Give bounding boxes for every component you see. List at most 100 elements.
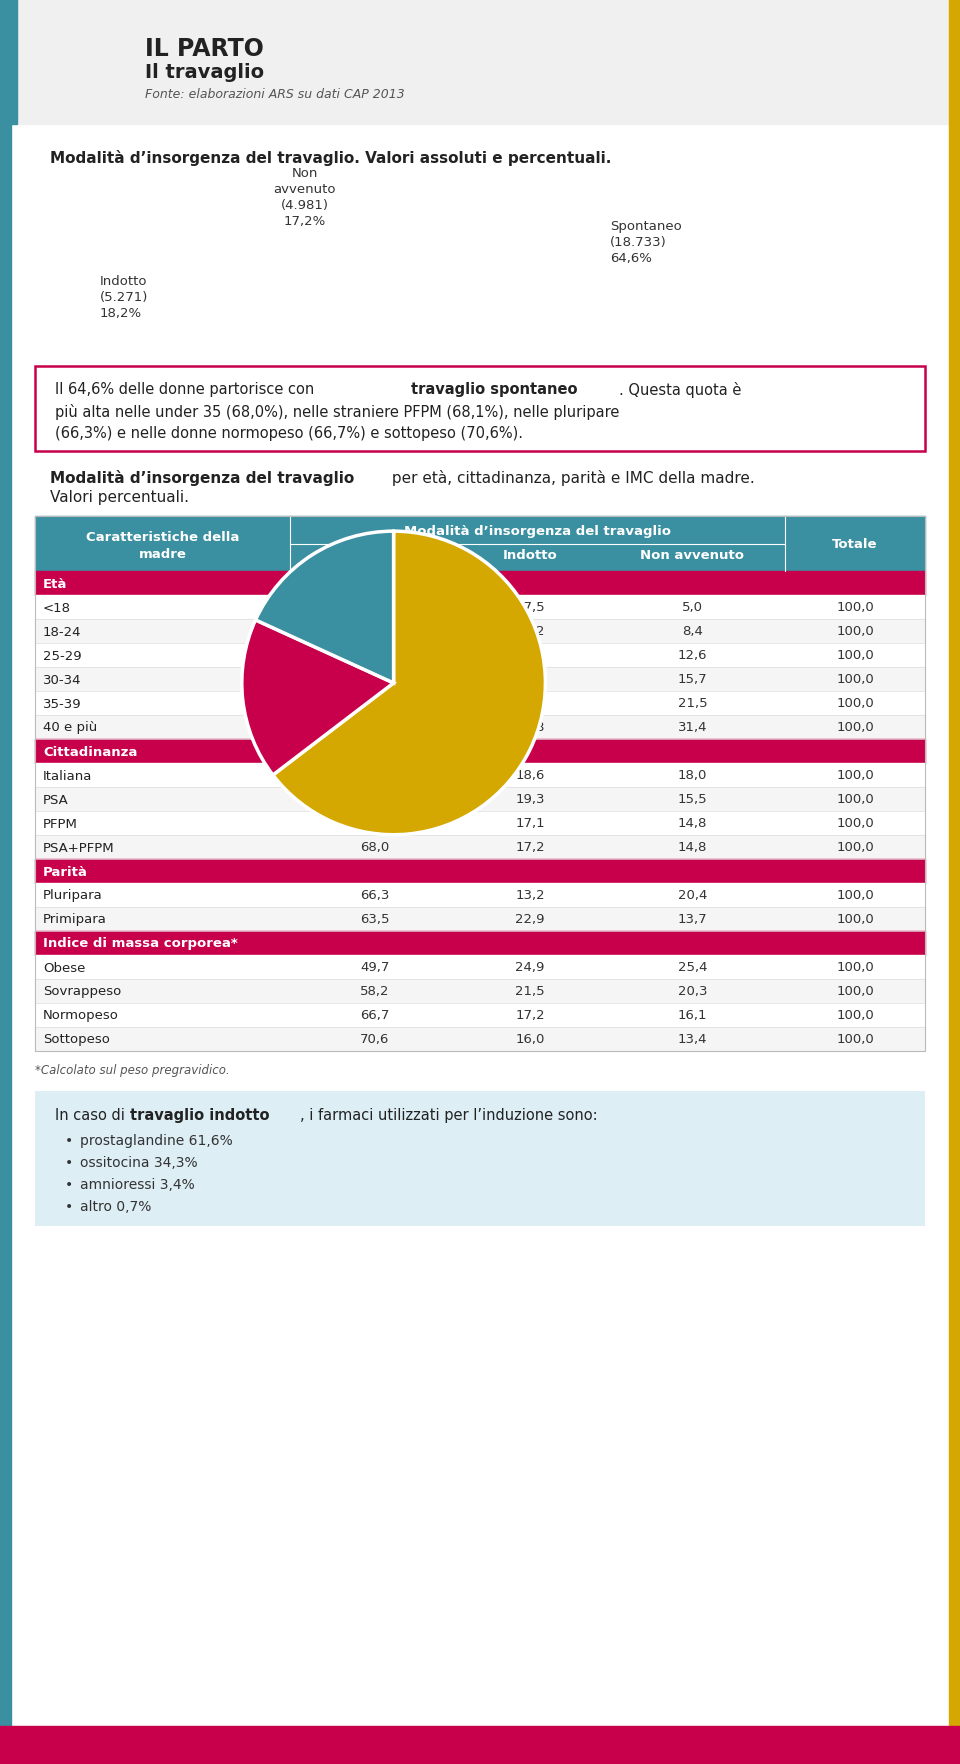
Text: 35-39: 35-39 <box>43 697 82 711</box>
Bar <box>0 0 11 1764</box>
Text: 16,0: 16,0 <box>516 1034 544 1046</box>
Text: 100,0: 100,0 <box>836 649 874 662</box>
Bar <box>35 931 925 956</box>
Text: 13,4: 13,4 <box>678 1034 708 1046</box>
Text: 15,5: 15,5 <box>678 794 708 806</box>
Text: più alta nelle under 35 (68,0%), nelle straniere PFPM (68,1%), nelle pluripare: più alta nelle under 35 (68,0%), nelle s… <box>55 404 619 420</box>
Text: Caratteristiche della
madre: Caratteristiche della madre <box>85 531 239 561</box>
Bar <box>35 691 925 716</box>
Text: Italiana: Italiana <box>43 769 92 781</box>
Bar <box>35 811 925 836</box>
FancyBboxPatch shape <box>35 367 925 452</box>
Text: (4.981): (4.981) <box>281 199 329 212</box>
Text: IL PARTO: IL PARTO <box>145 37 264 62</box>
Text: Età: Età <box>43 577 67 591</box>
Text: . Questa quota è: . Questa quota è <box>619 381 741 397</box>
Bar <box>35 907 925 931</box>
Text: 100,0: 100,0 <box>836 602 874 614</box>
Text: travaglio indotto: travaglio indotto <box>130 1108 270 1122</box>
Text: amnioressi 3,4%: amnioressi 3,4% <box>80 1177 195 1191</box>
Bar <box>35 644 925 667</box>
Text: Spontaneo: Spontaneo <box>610 220 682 233</box>
Text: 20,3: 20,3 <box>678 984 708 998</box>
Text: •: • <box>65 1200 73 1214</box>
Bar <box>35 836 925 859</box>
Text: Il 64,6% delle donne partorisce con travaglio spontaneo. Questa quota è: Il 64,6% delle donne partorisce con trav… <box>55 381 588 397</box>
Text: 13,7: 13,7 <box>678 914 708 926</box>
Text: 14,8: 14,8 <box>678 817 708 831</box>
Bar <box>35 979 925 1004</box>
Bar <box>35 1027 925 1051</box>
Text: *Calcolato sul peso pregravidico.: *Calcolato sul peso pregravidico. <box>35 1064 229 1076</box>
Text: 51,8: 51,8 <box>360 721 390 734</box>
Text: 17,2: 17,2 <box>516 1009 545 1021</box>
Text: 49,7: 49,7 <box>360 961 390 974</box>
Text: 17,5: 17,5 <box>516 602 545 614</box>
Text: 100,0: 100,0 <box>836 889 874 901</box>
Text: 65,9: 65,9 <box>360 674 390 686</box>
Text: altro 0,7%: altro 0,7% <box>80 1200 152 1214</box>
Text: 100,0: 100,0 <box>836 794 874 806</box>
Bar <box>35 859 925 884</box>
Text: 66,3: 66,3 <box>360 889 390 901</box>
Text: 18,0: 18,0 <box>678 769 708 781</box>
Text: 60,7: 60,7 <box>360 697 390 711</box>
Text: travaglio spontaneo: travaglio spontaneo <box>411 381 578 397</box>
Text: 100,0: 100,0 <box>836 624 874 639</box>
Text: 18,4: 18,4 <box>516 674 544 686</box>
Text: 16,8: 16,8 <box>516 721 544 734</box>
Text: 21,5: 21,5 <box>678 697 708 711</box>
Text: 20,4: 20,4 <box>678 889 708 901</box>
Text: (5.271): (5.271) <box>100 291 149 303</box>
Text: (66,3%) e nelle donne normopeso (66,7%) e sottopeso (70,6%).: (66,3%) e nelle donne normopeso (66,7%) … <box>55 425 523 441</box>
Text: 18,2: 18,2 <box>516 624 544 639</box>
Bar <box>35 667 925 691</box>
Text: 30-34: 30-34 <box>43 674 82 686</box>
Wedge shape <box>273 533 545 834</box>
Text: 18,2%: 18,2% <box>100 307 142 319</box>
Text: 5,0: 5,0 <box>682 602 703 614</box>
Text: 100,0: 100,0 <box>836 674 874 686</box>
Text: •: • <box>65 1155 73 1170</box>
Text: Modalità d’insorgenza del travaglio: Modalità d’insorgenza del travaglio <box>404 524 671 538</box>
Text: 8,4: 8,4 <box>682 624 703 639</box>
Text: 100,0: 100,0 <box>836 984 874 998</box>
Text: Indotto: Indotto <box>503 549 558 561</box>
Text: 22,9: 22,9 <box>516 914 544 926</box>
Text: Cittadinanza: Cittadinanza <box>43 744 137 759</box>
Bar <box>0 1725 960 1764</box>
Text: Spontaneo: Spontaneo <box>335 549 416 561</box>
Text: 66,7: 66,7 <box>360 1009 390 1021</box>
Text: Il travaglio: Il travaglio <box>145 64 264 81</box>
Text: In caso di: In caso di <box>55 1108 130 1122</box>
Bar <box>35 739 925 764</box>
Text: avvenuto: avvenuto <box>274 183 336 196</box>
Text: 24,9: 24,9 <box>516 961 544 974</box>
Bar <box>35 956 925 979</box>
Text: Non avvenuto: Non avvenuto <box>640 549 745 561</box>
Text: 100,0: 100,0 <box>836 1034 874 1046</box>
Text: Parità: Parità <box>43 864 88 878</box>
Text: 100,0: 100,0 <box>836 961 874 974</box>
Text: ossitocina 34,3%: ossitocina 34,3% <box>80 1155 198 1170</box>
Text: 31,4: 31,4 <box>678 721 708 734</box>
Bar <box>35 517 925 572</box>
Text: 100,0: 100,0 <box>836 721 874 734</box>
Text: Indice di massa corporea*: Indice di massa corporea* <box>43 937 238 951</box>
Text: per età, cittadinanza, parità e IMC della madre.: per età, cittadinanza, parità e IMC dell… <box>387 469 755 485</box>
Text: 100,0: 100,0 <box>836 914 874 926</box>
Wedge shape <box>255 531 394 684</box>
Text: Obese: Obese <box>43 961 85 974</box>
Text: 13,2: 13,2 <box>516 889 545 901</box>
Text: 40 e più: 40 e più <box>43 721 97 734</box>
Text: 100,0: 100,0 <box>836 769 874 781</box>
Bar <box>35 764 925 787</box>
Text: 19,3: 19,3 <box>516 794 544 806</box>
Bar <box>35 517 925 1051</box>
Text: 68,4: 68,4 <box>360 649 390 662</box>
Text: 70,6: 70,6 <box>360 1034 390 1046</box>
Text: Pluripara: Pluripara <box>43 889 103 901</box>
Text: 63,4: 63,4 <box>360 769 390 781</box>
Text: 18: 18 <box>30 1736 55 1753</box>
Text: Non: Non <box>292 168 318 180</box>
